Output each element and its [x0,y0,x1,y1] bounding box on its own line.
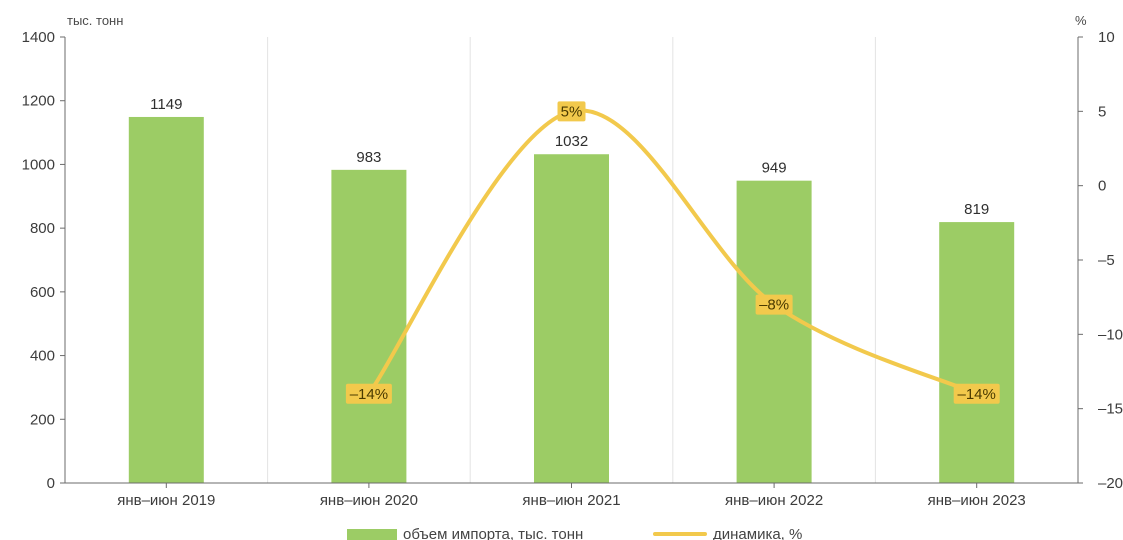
legend: объем импорта, тыс. тонн динамика, % [347,526,802,540]
bar [534,154,609,483]
x-axis-category-label: янв–июн 2023 [928,492,1026,509]
dynamics-value-label: –14% [350,386,388,403]
bar [736,180,812,483]
left-axis-tick-label: 1200 [22,93,55,110]
left-axis-tick-label: 0 [47,475,55,492]
line-layer [366,108,979,396]
dynamics-label-background [557,101,586,122]
bars-layer [128,116,1015,483]
right-axis-tick-label: 5 [1098,103,1106,120]
left-axis-tick-label: 1400 [22,29,55,46]
right-axis-tick-label: –10 [1098,326,1123,343]
left-axis-tick-label: 400 [30,348,55,365]
right-axis-tick-label: 10 [1098,29,1115,46]
right-axis-unit-label: % [1075,13,1087,28]
legend-bar-label: объем импорта, тыс. тонн [403,526,583,540]
left-axis-tick-label: 200 [30,411,55,428]
x-axis-category-label: янв–июн 2022 [725,492,823,509]
x-axis-category-label: янв–июн 2019 [117,492,215,509]
x-axis-category-label: янв–июн 2021 [522,492,620,509]
bar-value-label: 949 [762,160,787,177]
labels-layer: 1149 983 1032 949 819 –14% 5% –8% –14% [150,96,1000,404]
dynamics-value-label: –14% [958,386,996,403]
bar [939,222,1015,483]
left-axis-tick-label: 1000 [22,156,55,173]
dynamics-value-label: 5% [561,103,583,120]
bar-value-label: 1032 [555,133,588,150]
right-axis-tick-label: –5 [1098,252,1115,269]
dynamics-value-label: –8% [759,297,789,314]
legend-bar-swatch [347,529,397,540]
right-axis-tick-label: –15 [1098,401,1123,418]
left-axis-tick-label: 800 [30,220,55,237]
dynamics-label-background [953,383,1000,404]
bar-value-label: 1149 [150,96,182,113]
bar-value-label: 983 [356,149,381,166]
legend-line-label: динамика, % [713,526,802,540]
dynamics-label-background [755,294,793,315]
dynamics-label-background [345,383,392,404]
left-axis-tick-label: 600 [30,284,55,301]
grid-layer [267,37,876,483]
bar [331,169,407,483]
left-axis-unit-label: тыс. тонн [67,13,123,28]
bar [128,116,204,483]
axes-layer: 0 200 400 600 800 1000 1200 1400 –20 –15 –10 –5 0 5 10… [22,29,1123,509]
bar-value-label: 819 [964,201,989,218]
right-axis-tick-label: 0 [1098,178,1106,195]
x-axis-category-label: янв–июн 2020 [320,492,418,509]
right-axis-tick-label: –20 [1098,475,1123,492]
dynamics-line [366,108,979,396]
